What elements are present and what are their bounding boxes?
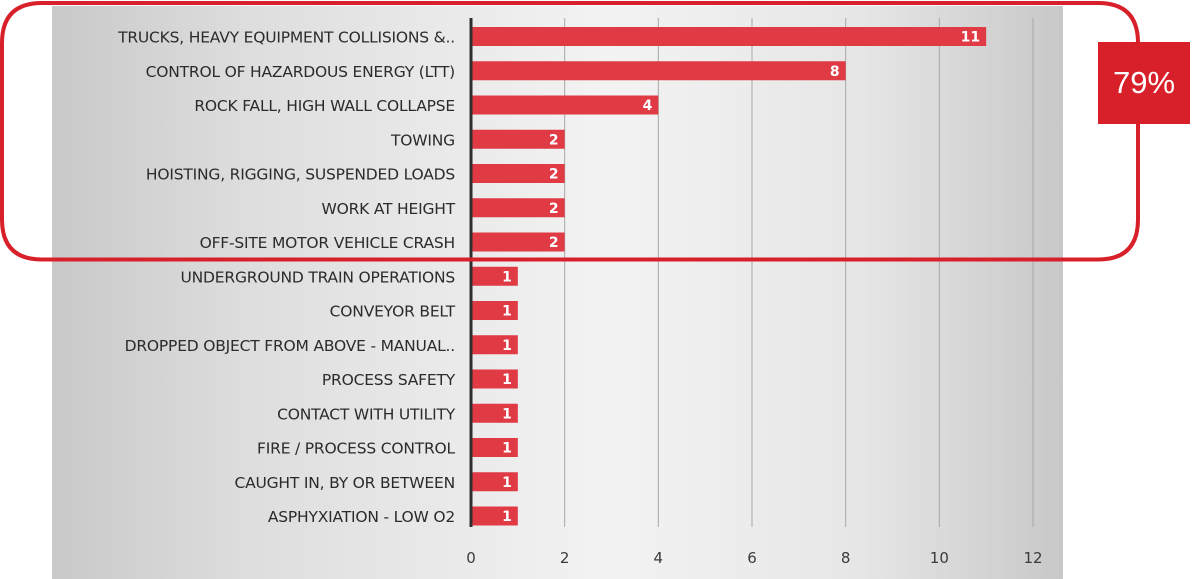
category-label: FIRE / PROCESS CONTROL xyxy=(257,440,456,458)
x-tick-label: 2 xyxy=(560,549,570,567)
percentage-callout: 79% xyxy=(1098,42,1190,124)
highlight-outline xyxy=(0,1,1140,262)
category-label: CONVEYOR BELT xyxy=(330,303,456,321)
bar xyxy=(472,369,518,389)
data-label: 1 xyxy=(502,338,512,354)
x-tick-label: 0 xyxy=(466,549,476,567)
data-label: 1 xyxy=(502,475,512,491)
x-tick-label: 10 xyxy=(930,549,949,567)
x-axis-ticks: 0 2 4 6 8 10 12 xyxy=(466,549,1042,567)
category-label: HOISTING, RIGGING, SUSPENDED LOADS xyxy=(146,166,455,184)
category-label: CONTROL OF HAZARDOUS ENERGY (LTT) xyxy=(146,63,455,81)
x-tick-label: 6 xyxy=(747,549,757,567)
category-labels: TRUCKS, HEAVY EQUIPMENT COLLISIONS &.. CO… xyxy=(117,29,456,527)
category-label: WORK AT HEIGHT xyxy=(321,200,455,218)
bar xyxy=(472,95,659,115)
data-label: 2 xyxy=(549,201,559,217)
x-tick-label: 4 xyxy=(654,549,664,567)
category-label: UNDERGROUND TRAIN OPERATIONS xyxy=(181,268,455,286)
data-label: 11 xyxy=(961,30,980,46)
data-label: 1 xyxy=(502,372,512,388)
data-label: 1 xyxy=(502,406,512,422)
data-label: 1 xyxy=(502,304,512,320)
data-label: 1 xyxy=(502,441,512,457)
data-label: 2 xyxy=(549,235,559,251)
category-label: TRUCKS, HEAVY EQUIPMENT COLLISIONS &.. xyxy=(117,29,455,47)
bar xyxy=(472,198,565,218)
data-label: 4 xyxy=(643,98,653,114)
category-label: ROCK FALL, HIGH WALL COLLAPSE xyxy=(194,97,455,115)
x-tick-label: 12 xyxy=(1023,549,1042,567)
bar xyxy=(472,232,565,252)
data-label: 8 xyxy=(830,64,840,80)
bar xyxy=(472,472,518,492)
bar xyxy=(472,506,518,526)
bar xyxy=(472,301,518,320)
category-label: OFF-SITE MOTOR VEHICLE CRASH xyxy=(200,234,455,252)
category-label: PROCESS SAFETY xyxy=(322,371,456,389)
bar xyxy=(472,266,518,286)
gridlines xyxy=(564,18,1034,527)
data-label: 2 xyxy=(549,132,559,148)
category-label: CONTACT WITH UTILITY xyxy=(277,405,456,423)
x-tick-label: 8 xyxy=(841,549,851,567)
data-label: 2 xyxy=(549,167,559,183)
bar xyxy=(472,61,846,81)
bar xyxy=(472,438,518,457)
bar xyxy=(472,164,565,183)
bar xyxy=(472,129,565,149)
category-label: TOWING xyxy=(390,131,455,149)
category-label: ASPHYXIATION - LOW O2 xyxy=(268,508,455,526)
bar xyxy=(472,403,518,423)
data-label: 1 xyxy=(502,269,512,285)
category-label: CAUGHT IN, BY OR BETWEEN xyxy=(234,474,455,492)
data-label: 1 xyxy=(502,509,512,525)
bar xyxy=(472,27,987,46)
category-label: DROPPED OBJECT FROM ABOVE - MANUAL.. xyxy=(125,337,455,355)
bar xyxy=(472,335,518,355)
